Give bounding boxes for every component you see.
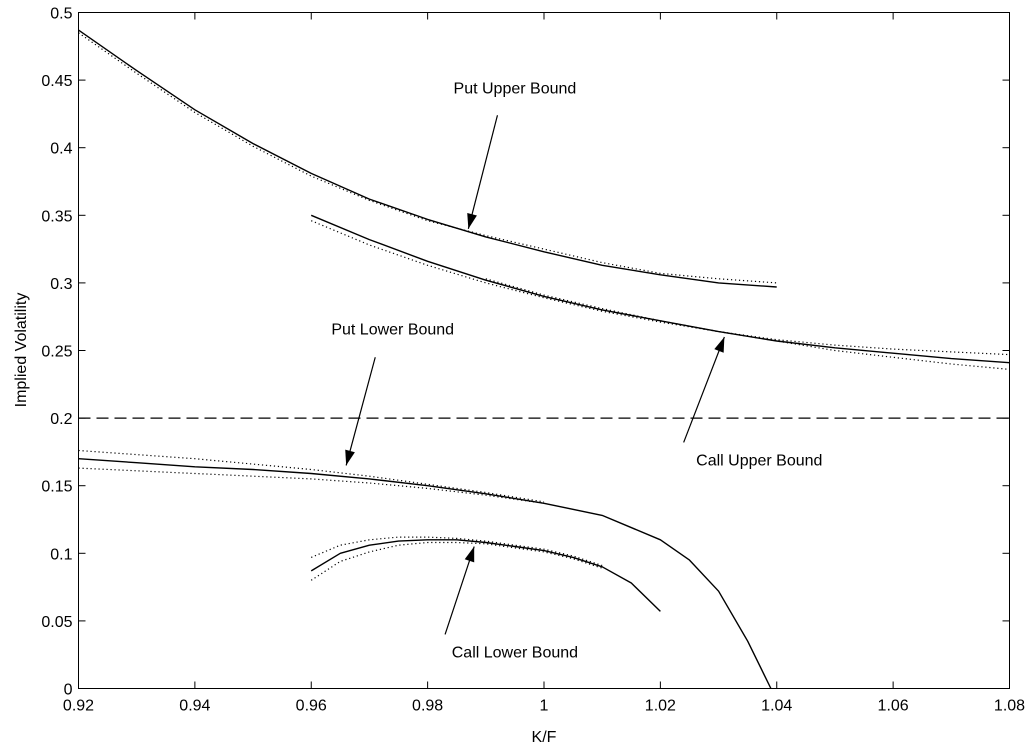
series-layer xyxy=(78,29,1010,689)
annotation-arrow xyxy=(683,336,725,443)
y-axis-label: Implied Volatility xyxy=(13,293,30,408)
annotation-label: Call Lower Bound xyxy=(452,644,578,661)
annotation-arrow xyxy=(444,546,475,635)
y-tick-label: 0 xyxy=(64,682,73,699)
annotation-arrow xyxy=(467,115,499,229)
x-tick-label: 1 xyxy=(540,698,549,715)
x-axis-label: K/F xyxy=(532,729,557,746)
series-line-4 xyxy=(485,278,1010,370)
y-tick-label: 0.3 xyxy=(50,276,72,293)
series-line-1 xyxy=(78,32,777,284)
series-line-8 xyxy=(310,539,661,612)
x-tick-label: 0.92 xyxy=(63,698,94,715)
annotations-layer: Put Upper Bound Call Upper Bound Put Lower… xyxy=(331,81,822,662)
series-line-0 xyxy=(78,29,777,288)
y-tick-label: 0.05 xyxy=(41,614,72,631)
annotation-label: Put Lower Bound xyxy=(331,321,454,338)
series-line-10 xyxy=(310,541,603,581)
series-line-5 xyxy=(78,458,772,689)
x-tick-label: 1.02 xyxy=(645,698,676,715)
series-line-2 xyxy=(310,214,1010,364)
x-tick-label: 1.06 xyxy=(878,698,909,715)
series-line-3 xyxy=(310,220,1010,356)
y-tick-label: 0.4 xyxy=(50,141,72,158)
x-tick-label: 0.98 xyxy=(412,698,443,715)
series-line-7 xyxy=(78,467,545,504)
arrowhead xyxy=(345,449,355,466)
y-tick-label: 0.1 xyxy=(50,546,72,563)
ticks-layer: 0.92 0.94 0.96 0.98 1 1.02 1.04 1.06 1.08 0 0.05 0.… xyxy=(41,6,1025,715)
y-tick-label: 0.2 xyxy=(50,411,72,428)
arrowhead xyxy=(467,213,477,229)
x-tick-label: 0.96 xyxy=(296,698,327,715)
y-tick-label: 0.5 xyxy=(50,6,72,23)
y-tick-label: 0.45 xyxy=(41,73,72,90)
annotation-label: Put Upper Bound xyxy=(454,81,577,98)
annotation-label: Call Upper Bound xyxy=(696,452,822,469)
annotation-arrow xyxy=(345,357,376,466)
x-tick-label: 0.94 xyxy=(179,698,210,715)
arrowhead xyxy=(464,546,475,563)
arrowhead xyxy=(714,336,725,353)
series-line-9 xyxy=(310,536,603,567)
y-tick-label: 0.35 xyxy=(41,208,72,225)
y-tick-label: 0.25 xyxy=(41,344,72,361)
y-tick-label: 0.15 xyxy=(41,479,72,496)
x-tick-label: 1.08 xyxy=(994,698,1025,715)
x-tick-label: 1.04 xyxy=(761,698,792,715)
